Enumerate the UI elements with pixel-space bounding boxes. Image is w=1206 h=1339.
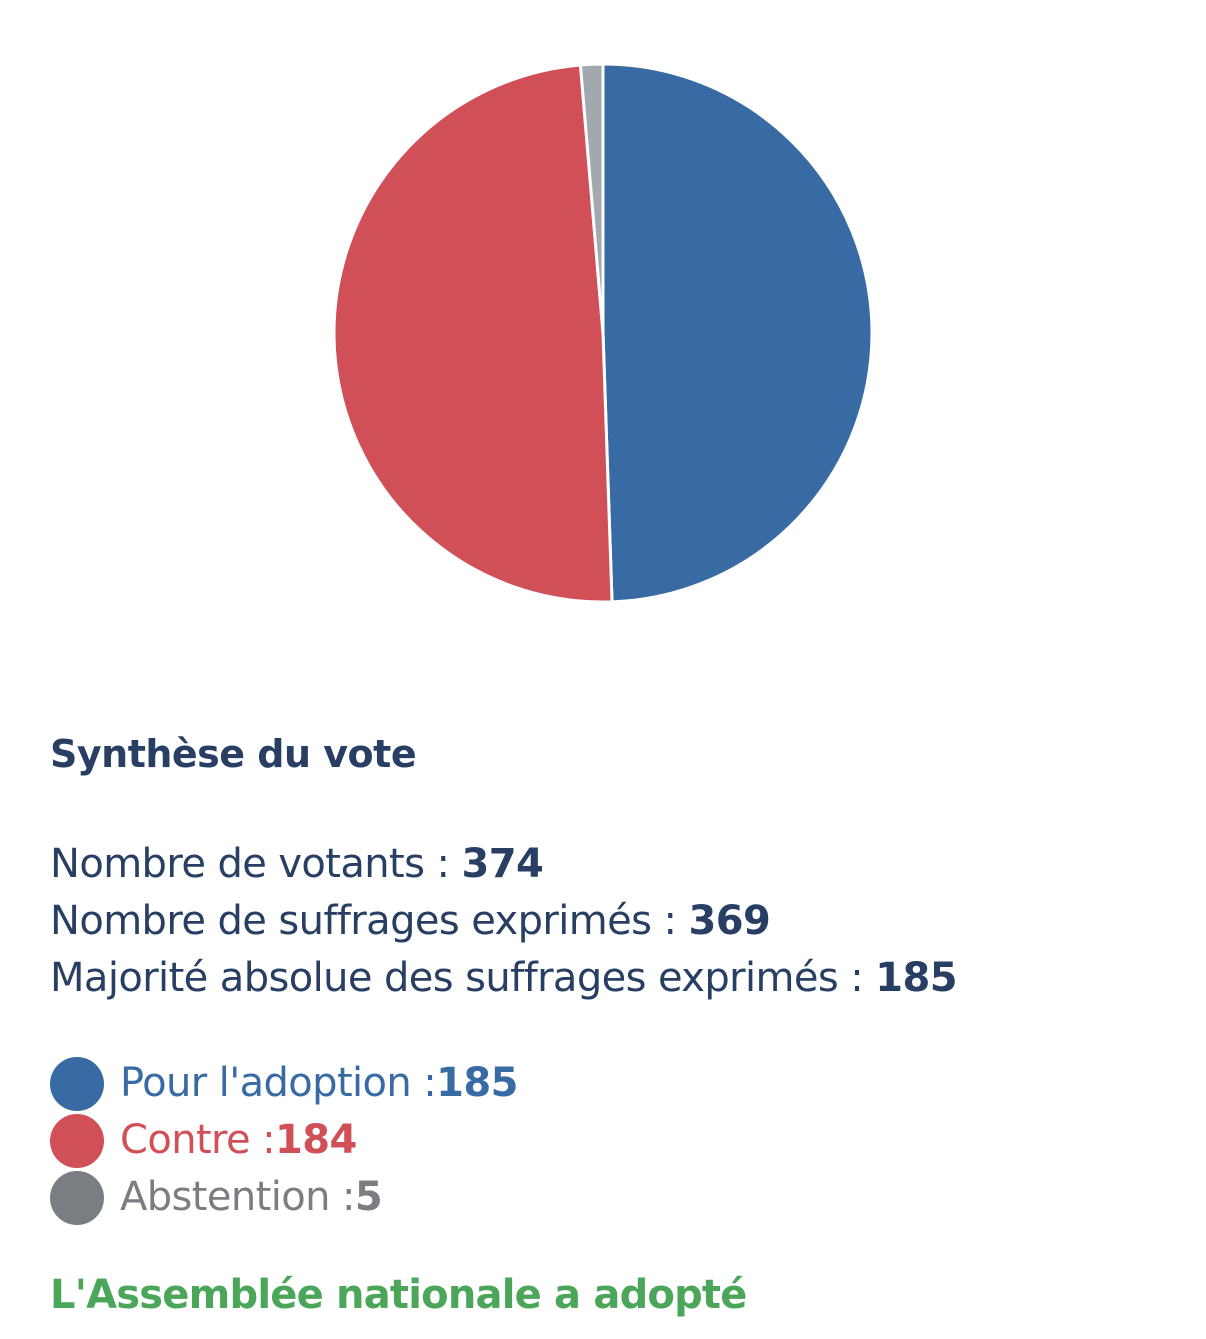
legend-dot-icon: [50, 1170, 104, 1225]
pie-slice-pour-l-adoption: [601, 62, 874, 604]
stat-voters: Nombre de votants : 374: [50, 841, 544, 887]
legend-item-pour: Pour l'adoption : 185: [50, 1055, 518, 1112]
vote-result: L'Assemblée nationale a adopté: [50, 1272, 747, 1318]
vote-stats: Nombre de votants : 374 Nombre de suffra…: [50, 836, 958, 1007]
pie-slice-abstention: [578, 62, 605, 335]
vote-pie-chart: [332, 62, 874, 604]
legend-dot-icon: [50, 1056, 104, 1111]
summary-title: Synthèse du vote: [50, 732, 417, 776]
legend-item-abstention: Abstention : 5: [50, 1169, 518, 1226]
legend-dot-icon: [50, 1113, 104, 1168]
legend: Pour l'adoption : 185 Contre : 184 Abste…: [50, 1055, 518, 1226]
legend-item-contre: Contre : 184: [50, 1112, 518, 1169]
stat-majority: Majorité absolue des suffrages exprimés …: [50, 955, 958, 1001]
stat-expressed: Nombre de suffrages exprimés : 369: [50, 898, 771, 944]
pie-slice-contre: [332, 63, 614, 604]
